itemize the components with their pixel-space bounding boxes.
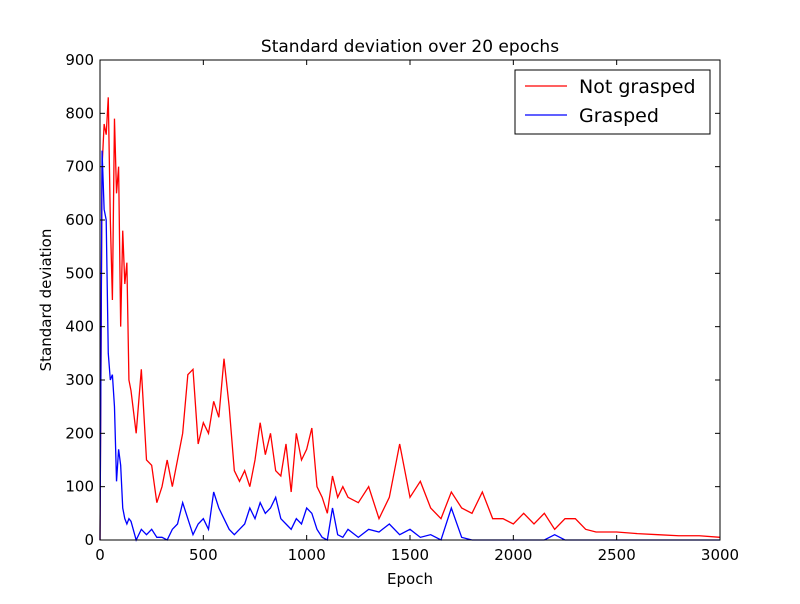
- legend: Not grasped Grasped: [514, 69, 711, 135]
- x-axis-label: Epoch: [387, 570, 433, 588]
- legend-label: Grasped: [579, 105, 659, 127]
- y-tick-label: 600: [65, 211, 94, 229]
- x-tick-label: 3000: [701, 546, 739, 564]
- x-tick-label: 0: [95, 546, 105, 564]
- data-line: [99, 97, 721, 541]
- legend-box: [514, 69, 711, 135]
- x-tick-label: 2500: [598, 546, 636, 564]
- y-tick-label: 100: [65, 478, 94, 496]
- chart-title: Standard deviation over 20 epochs: [261, 37, 559, 57]
- x-tick-label: 1000: [288, 546, 326, 564]
- y-axis-label: Standard deviation: [37, 229, 55, 372]
- x-tick-label: 2000: [494, 546, 532, 564]
- x-tick-label: 500: [189, 546, 218, 564]
- y-tick-label: 900: [65, 51, 94, 69]
- y-tick-label: 800: [65, 104, 94, 122]
- y-tick-label: 400: [65, 318, 94, 336]
- y-tick-label: 300: [65, 371, 94, 389]
- y-tick-label: 200: [65, 424, 94, 442]
- y-tick-label: 500: [65, 264, 94, 282]
- legend-label: Not grasped: [579, 76, 696, 98]
- y-tick-label: 700: [65, 158, 94, 176]
- y-tick-label: 0: [84, 531, 94, 549]
- x-tick-label: 1500: [391, 546, 429, 564]
